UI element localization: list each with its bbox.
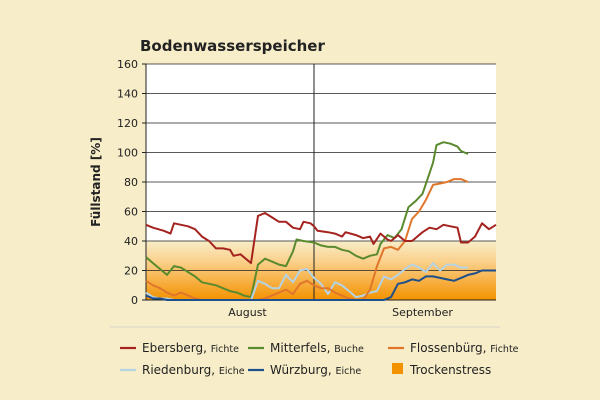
y-tick-label: 40 — [124, 235, 138, 248]
y-tick-label: 140 — [117, 88, 138, 101]
legend-series-name: Würzburg — [270, 363, 328, 377]
legend-series-name: Riedenburg — [142, 363, 211, 377]
legend-series-name: Mitterfels — [270, 341, 327, 355]
chart-title: Bodenwasserspeicher — [140, 37, 325, 55]
x-axis-ticks: August September — [228, 306, 453, 319]
y-tick-label: 80 — [124, 176, 138, 189]
legend-stress-label: Trockenstress — [409, 363, 491, 377]
series-line-wrzburg — [145, 269, 496, 301]
y-axis-ticks: 0 20 40 60 80 100 120 140 160 — [117, 58, 146, 307]
y-tick-label: 160 — [117, 58, 138, 71]
legend-label: Würzburg, Eiche — [270, 363, 361, 377]
grid-lines — [146, 63, 496, 271]
legend-label: Flossenbürg, Fichte — [410, 341, 519, 355]
legend-series-name: Ebersberg — [142, 341, 203, 355]
series-line-ebersberg — [145, 212, 497, 265]
legend-comma: , — [327, 341, 335, 355]
legend-comma: , — [203, 341, 211, 355]
legend-species: Eiche — [219, 366, 245, 377]
x-tick-label: August — [228, 306, 267, 319]
legend-species: Buche — [334, 344, 364, 355]
y-axis-label: Füllstand [%] — [89, 137, 103, 227]
y-tick-label: 20 — [124, 265, 138, 278]
legend-comma: , — [483, 341, 491, 355]
legend-series-name: Flossenbürg — [410, 341, 483, 355]
legend-comma: , — [328, 363, 336, 377]
legend-label: Ebersberg, Fichte — [142, 341, 239, 355]
legend-species: Fichte — [211, 344, 239, 355]
x-tick-label: September — [392, 306, 453, 319]
y-tick-label: 120 — [117, 117, 138, 130]
legend-species: Eiche — [335, 366, 361, 377]
legend: Ebersberg, Fichte Mitterfels, Buche Flosse… — [120, 341, 519, 377]
series-lines — [145, 141, 497, 301]
legend-label: Riedenburg, Eiche — [142, 363, 245, 377]
legend-species: Fichte — [490, 344, 518, 355]
legend-comma: , — [211, 363, 219, 377]
series-line-mitterfels — [145, 141, 469, 299]
y-tick-label: 60 — [124, 206, 138, 219]
legend-stress-swatch — [392, 363, 403, 374]
y-tick-label: 0 — [131, 294, 138, 307]
legend-label: Mitterfels, Buche — [270, 341, 364, 355]
y-tick-label: 100 — [117, 147, 138, 160]
